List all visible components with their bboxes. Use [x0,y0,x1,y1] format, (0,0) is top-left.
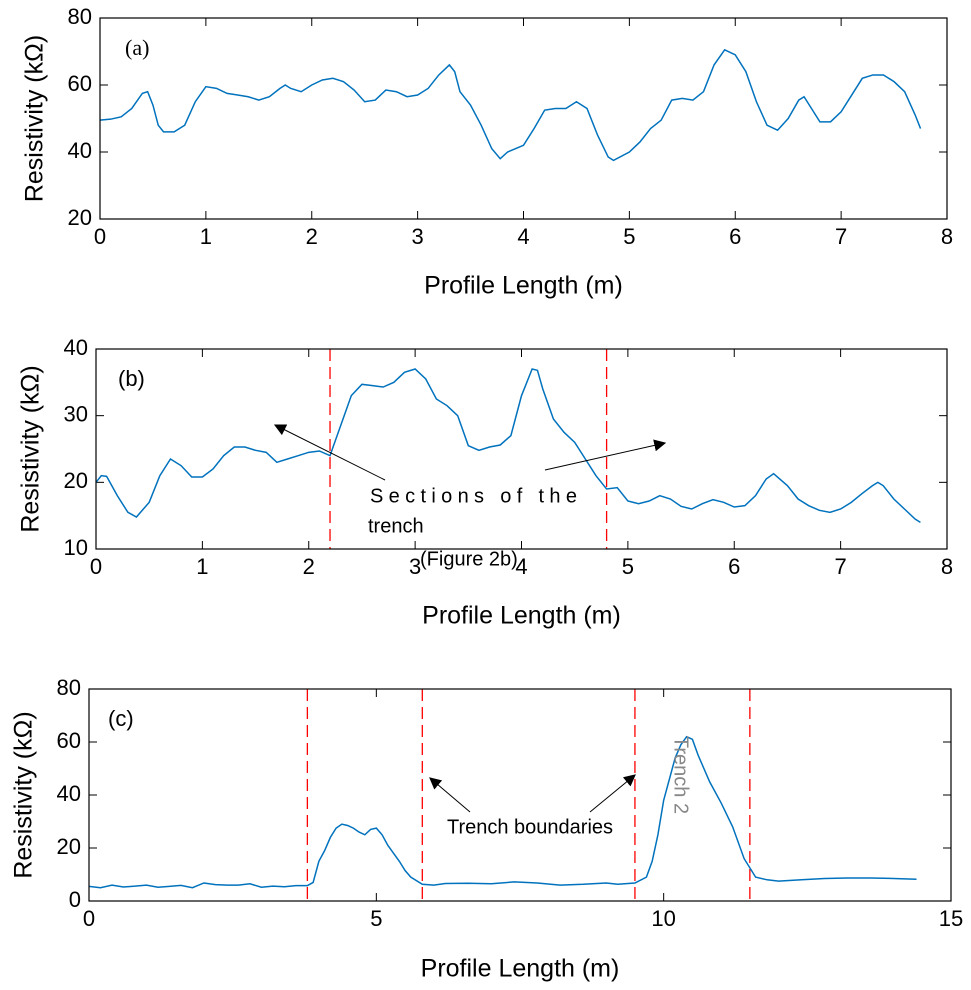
panel-label: (b) [118,366,145,391]
data-line [99,48,922,162]
x-axis-label: Profile Length (m) [421,955,620,983]
y-tick-label: 30 [64,401,88,426]
x-tick-label: 3 [412,224,424,249]
y-tick-label: 40 [64,335,88,360]
y-tick-label: 20 [57,834,81,859]
annotation: Sections of the [370,485,577,507]
x-tick-label: 10 [651,906,675,931]
x-tick-label: 5 [622,554,634,579]
x-tick-label: 7 [835,554,847,579]
x-tick-label: 3 [409,554,421,579]
data-line [88,735,917,889]
panel-label: (c) [108,706,134,731]
y-axis-label: Resistivity (kΩ) [10,711,38,878]
panel: 0 5 10 15 0 20 40 60 80 (c) Profile Length (m) Resi… [10,675,964,983]
x-tick-label: 4 [517,224,529,249]
x-tick-label: 0 [94,224,106,249]
annotation: trench [368,515,424,537]
data-line [95,368,921,523]
annotation-arrow [544,439,667,471]
y-axis-label: Resistivity (kΩ) [21,35,49,202]
y-tick-label: 0 [69,887,81,912]
x-axis-label: Profile Length (m) [424,272,623,300]
y-tick-label: 40 [68,138,92,163]
panel: 0 1 2 3 4 5 6 7 8 10 20 30 40 (b) Profile Length (m) Re… [17,335,954,630]
x-tick-label: 5 [623,224,635,249]
y-tick-label: 20 [64,468,88,493]
x-tick-label: 8 [941,554,953,579]
x-tick-label: 6 [728,554,740,579]
y-tick-label: 20 [68,205,92,230]
y-tick-label: 80 [68,4,92,29]
annotation-arrow [589,774,636,813]
x-tick-label: 0 [90,554,102,579]
plot-frame [88,688,952,902]
x-tick-label: 4 [515,554,527,579]
x-tick-label: 15 [939,906,963,931]
plot-frame [95,348,948,550]
x-tick-label: 2 [303,554,315,579]
x-axis-label: Profile Length (m) [422,602,621,630]
panel-label: (a) [125,35,149,60]
x-tick-label: 7 [835,224,847,249]
annotation-arrow [273,424,386,481]
x-tick-label: 1 [196,554,208,579]
panel: 0 1 2 3 4 5 6 7 8 20 40 60 80 (a) Profile Length (m) Re… [21,4,954,300]
y-tick-label: 80 [57,675,81,700]
x-tick-label: 1 [200,224,212,249]
y-tick-label: 60 [57,728,81,753]
x-tick-label: 5 [370,906,382,931]
x-tick-label: 0 [83,906,95,931]
annotation-arrow [429,777,471,813]
annotation: (Figure 2b) [420,548,518,570]
x-tick-label: 8 [941,224,953,249]
plot-frame [99,17,948,220]
annotation: Trench boundaries [447,816,613,838]
y-tick-label: 40 [57,781,81,806]
y-tick-label: 60 [68,71,92,96]
y-axis-label: Resistivity (kΩ) [17,365,45,532]
y-tick-label: 10 [64,535,88,560]
x-tick-label: 6 [729,224,741,249]
annotation: Trench 2 [670,736,692,814]
x-tick-label: 2 [306,224,318,249]
